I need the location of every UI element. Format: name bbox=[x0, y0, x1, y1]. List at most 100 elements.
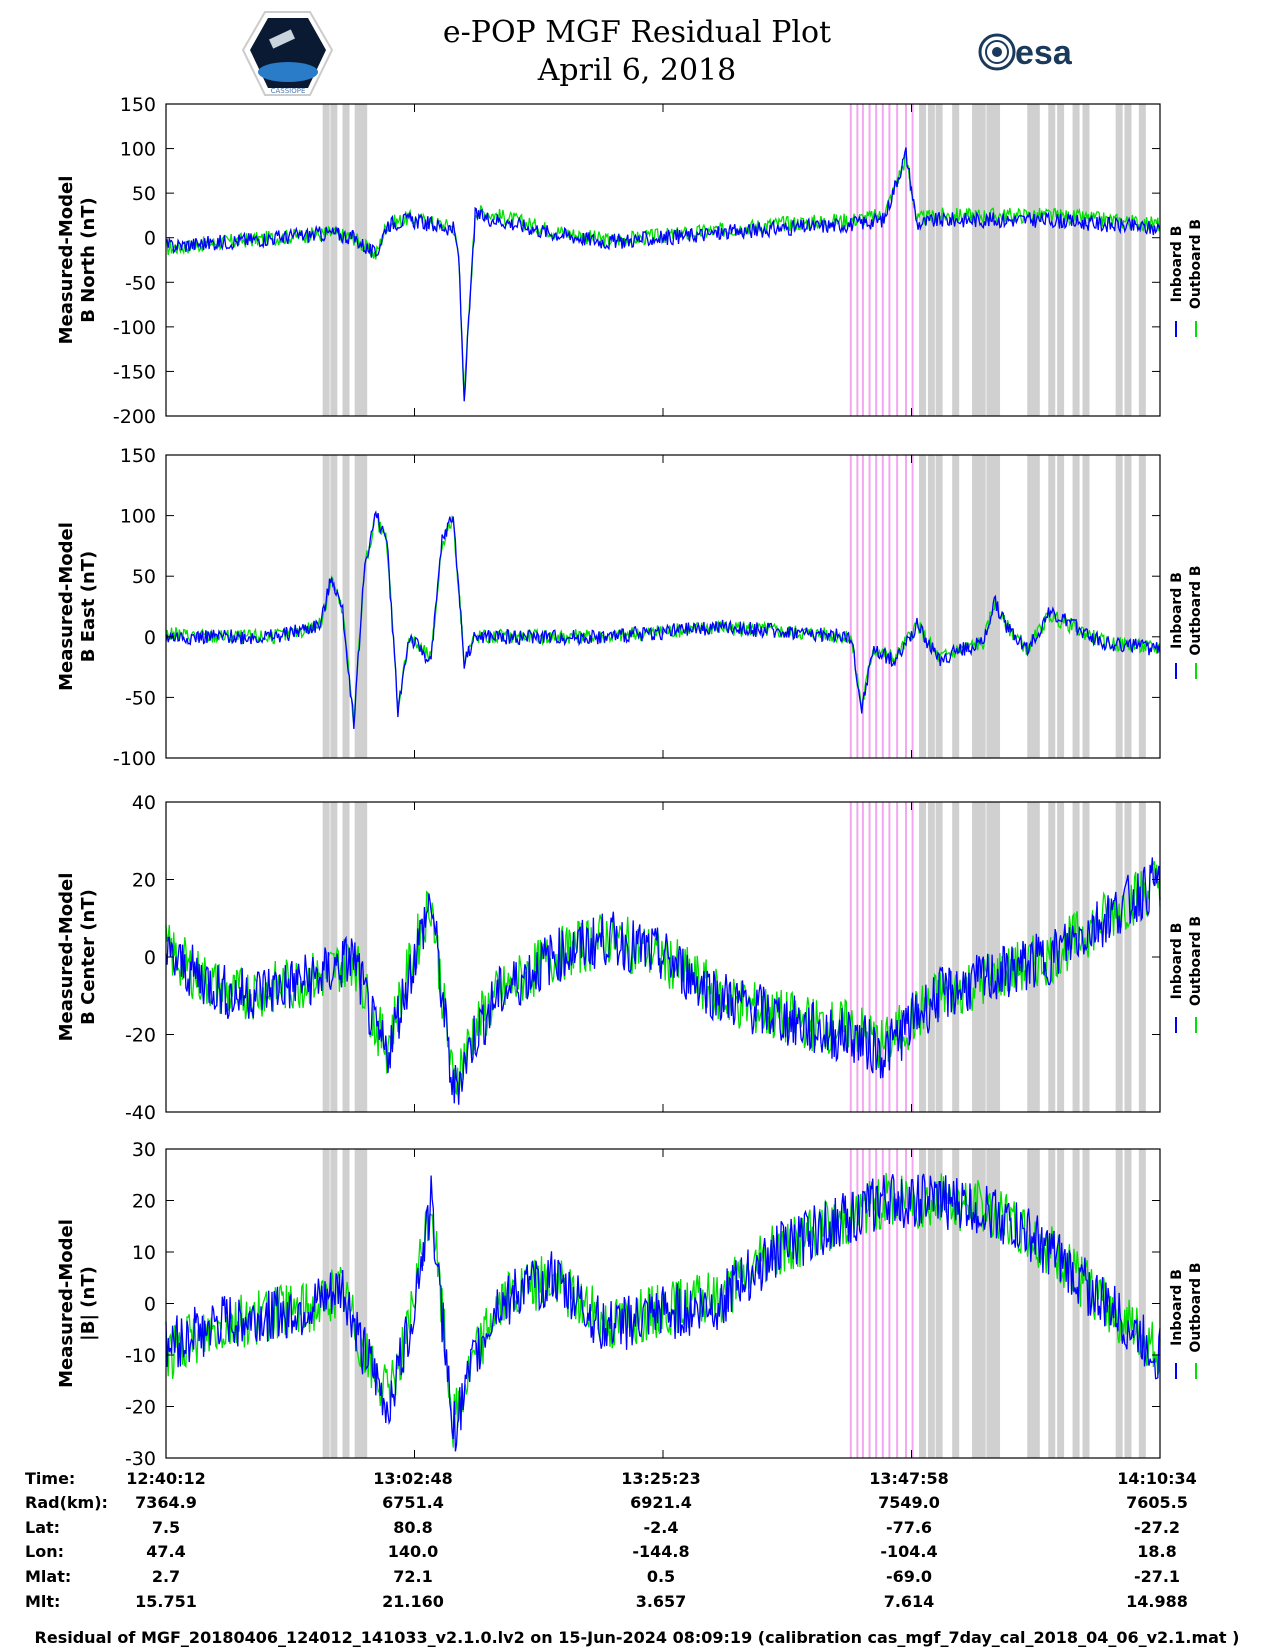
y-tick-label: -50 bbox=[125, 272, 156, 294]
pink-band bbox=[911, 455, 914, 758]
table-cell: 18.8 bbox=[1137, 1542, 1176, 1561]
gray-band bbox=[1027, 455, 1035, 758]
table-cell: 7364.9 bbox=[135, 1493, 197, 1512]
pink-band bbox=[881, 455, 884, 758]
gray-band bbox=[978, 455, 986, 758]
table-cell: -104.4 bbox=[880, 1542, 937, 1561]
pink-band bbox=[861, 1149, 864, 1458]
pink-band bbox=[911, 802, 914, 1112]
y-tick-label: 20 bbox=[132, 1191, 156, 1213]
pink-band bbox=[868, 455, 871, 758]
table-cell: 13:25:23 bbox=[621, 1469, 701, 1488]
table-cell: 12:40:12 bbox=[126, 1469, 206, 1488]
pink-band bbox=[904, 1149, 907, 1458]
table-cell: -27.1 bbox=[1134, 1567, 1180, 1586]
table-cell: 80.8 bbox=[393, 1518, 432, 1537]
y-tick-label: -100 bbox=[113, 317, 156, 339]
gray-band bbox=[993, 104, 1001, 416]
table-cell: 7.5 bbox=[152, 1518, 180, 1537]
gray-band bbox=[986, 455, 994, 758]
left-logo-text: CASSIOPE bbox=[271, 87, 306, 95]
gray-band bbox=[1115, 455, 1123, 758]
gray-band bbox=[1124, 104, 1132, 416]
pink-band bbox=[861, 104, 864, 416]
legend-inboard-label: Inboard B bbox=[1169, 226, 1185, 303]
panel-1: 150 100 50 0 -50 -100 -150 -200 Measured-ModelB … bbox=[56, 94, 1204, 428]
legend-inboard-label: Inboard B bbox=[1169, 572, 1185, 649]
gray-band bbox=[1138, 455, 1146, 758]
table-cell: -69.0 bbox=[886, 1567, 932, 1586]
gray-band bbox=[1072, 104, 1080, 416]
pink-band bbox=[881, 104, 884, 416]
gray-band bbox=[919, 104, 927, 416]
y-tick-label: 0 bbox=[144, 627, 156, 649]
gray-band bbox=[935, 104, 943, 416]
pink-band bbox=[896, 802, 899, 1112]
table-cell: 14.988 bbox=[1126, 1592, 1188, 1611]
pink-band bbox=[856, 104, 859, 416]
table-cell: 140.0 bbox=[388, 1542, 439, 1561]
pink-band bbox=[856, 1149, 859, 1458]
gray-band bbox=[1115, 104, 1123, 416]
gray-band bbox=[1032, 455, 1040, 758]
pink-band bbox=[881, 802, 884, 1112]
pink-band bbox=[888, 1149, 891, 1458]
y-axis-label: Measured-ModelB North (nT) bbox=[56, 176, 99, 345]
legend-outboard-label: Outboard B bbox=[1188, 219, 1204, 309]
table-row-label: Rad(km): bbox=[25, 1493, 108, 1512]
table-cell: 0.5 bbox=[647, 1567, 675, 1586]
legend: Inboard B Outboard B bbox=[1169, 565, 1204, 679]
pink-band bbox=[888, 802, 891, 1112]
legend: Inboard B Outboard B bbox=[1169, 219, 1204, 337]
y-tick-label: 0 bbox=[144, 1294, 156, 1316]
pink-band bbox=[875, 455, 878, 758]
gray-band bbox=[1057, 104, 1065, 416]
pink-band bbox=[904, 455, 907, 758]
y-tick-label: 50 bbox=[132, 566, 156, 588]
gray-band bbox=[935, 1149, 943, 1458]
pink-band bbox=[849, 802, 852, 1112]
table-cell: 6921.4 bbox=[630, 1493, 692, 1512]
table-cell: 72.1 bbox=[393, 1567, 432, 1586]
y-tick-label: 0 bbox=[144, 947, 156, 969]
chart-panels: 150100500-50-100-150-200Measured-ModelB … bbox=[56, 94, 1204, 1470]
gray-band bbox=[322, 104, 330, 416]
table-cell: 7.614 bbox=[884, 1592, 935, 1611]
gray-band bbox=[360, 104, 368, 416]
gray-band bbox=[986, 802, 994, 1112]
y-tick-label: -10 bbox=[125, 1345, 156, 1367]
gray-band bbox=[1048, 104, 1056, 416]
gray-band bbox=[1138, 104, 1146, 416]
table-cell: 21.160 bbox=[382, 1592, 444, 1611]
gray-band bbox=[935, 455, 943, 758]
gray-band bbox=[342, 455, 350, 758]
table-row-label: Lon: bbox=[25, 1542, 64, 1561]
pink-band bbox=[856, 455, 859, 758]
panel-2: 150 100 50 0 -50 -100 Measured-ModelB East (nT… bbox=[56, 445, 1204, 770]
pink-band bbox=[849, 1149, 852, 1458]
gray-band bbox=[952, 802, 960, 1112]
table-row-label: Time: bbox=[25, 1469, 75, 1488]
table-cell: 2.7 bbox=[152, 1567, 180, 1586]
gray-band bbox=[972, 1149, 980, 1458]
y-tick-label: 150 bbox=[120, 445, 156, 467]
table-cell: 13:47:58 bbox=[869, 1469, 949, 1488]
table-cell: -2.4 bbox=[644, 1518, 679, 1537]
pink-band bbox=[875, 104, 878, 416]
gray-band bbox=[952, 455, 960, 758]
gray-band bbox=[927, 802, 935, 1112]
gray-band bbox=[1057, 1149, 1065, 1458]
gray-band bbox=[993, 802, 1001, 1112]
gray-band bbox=[354, 104, 362, 416]
table-cell: 14:10:34 bbox=[1117, 1469, 1197, 1488]
gray-band bbox=[972, 455, 980, 758]
pink-band bbox=[881, 1149, 884, 1458]
y-axis-label: Measured-Model|B| (nT) bbox=[56, 1219, 99, 1388]
panel-3: 40 20 0 -20 -40 Measured-ModelB Center (nT) In… bbox=[56, 792, 1204, 1124]
y-tick-label: 50 bbox=[132, 183, 156, 205]
time-table: Time: Rad(km): Lat: Lon: Mlat: Mlt: 12:40:12 73… bbox=[25, 1469, 1197, 1611]
y-tick-label: -20 bbox=[125, 1397, 156, 1419]
gray-band bbox=[919, 802, 927, 1112]
gray-band bbox=[1124, 455, 1132, 758]
pink-band bbox=[911, 1149, 914, 1458]
